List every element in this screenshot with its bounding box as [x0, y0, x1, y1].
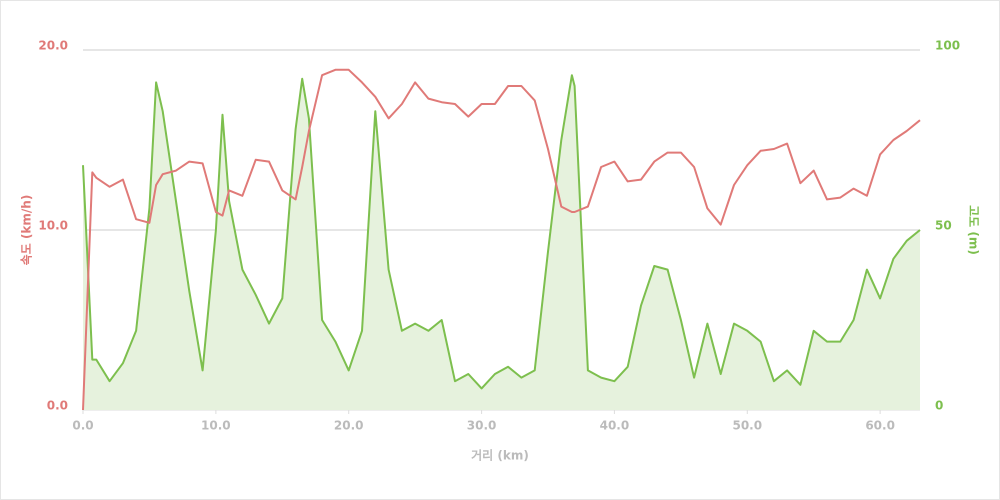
series-line: [82, 74, 921, 390]
x-tick-label: 10.0: [201, 419, 231, 433]
area: [83, 75, 920, 410]
y2-axis-title: 고도 (m): [967, 205, 981, 255]
y-axis-title: 속도 (km/h): [20, 195, 34, 266]
y-tick-label: 20.0: [38, 39, 68, 53]
x-tick-label: 0.0: [72, 419, 93, 433]
x-tick-label: 60.0: [865, 419, 895, 433]
y2-tick-label: 100: [935, 39, 960, 53]
y2-tick-label: 0: [935, 399, 943, 413]
x-tick-label: 40.0: [600, 419, 630, 433]
x-tick-label: 20.0: [334, 419, 364, 433]
series-line: [82, 68, 921, 411]
y-tick-label: 10.0: [38, 219, 68, 233]
x-tick-label: 30.0: [467, 419, 497, 433]
x-tick-label: 50.0: [732, 419, 762, 433]
y-tick-label: 0.0: [47, 399, 68, 413]
y2-tick-label: 50: [935, 219, 952, 233]
x-axis-title: 거리 (km): [471, 448, 529, 463]
